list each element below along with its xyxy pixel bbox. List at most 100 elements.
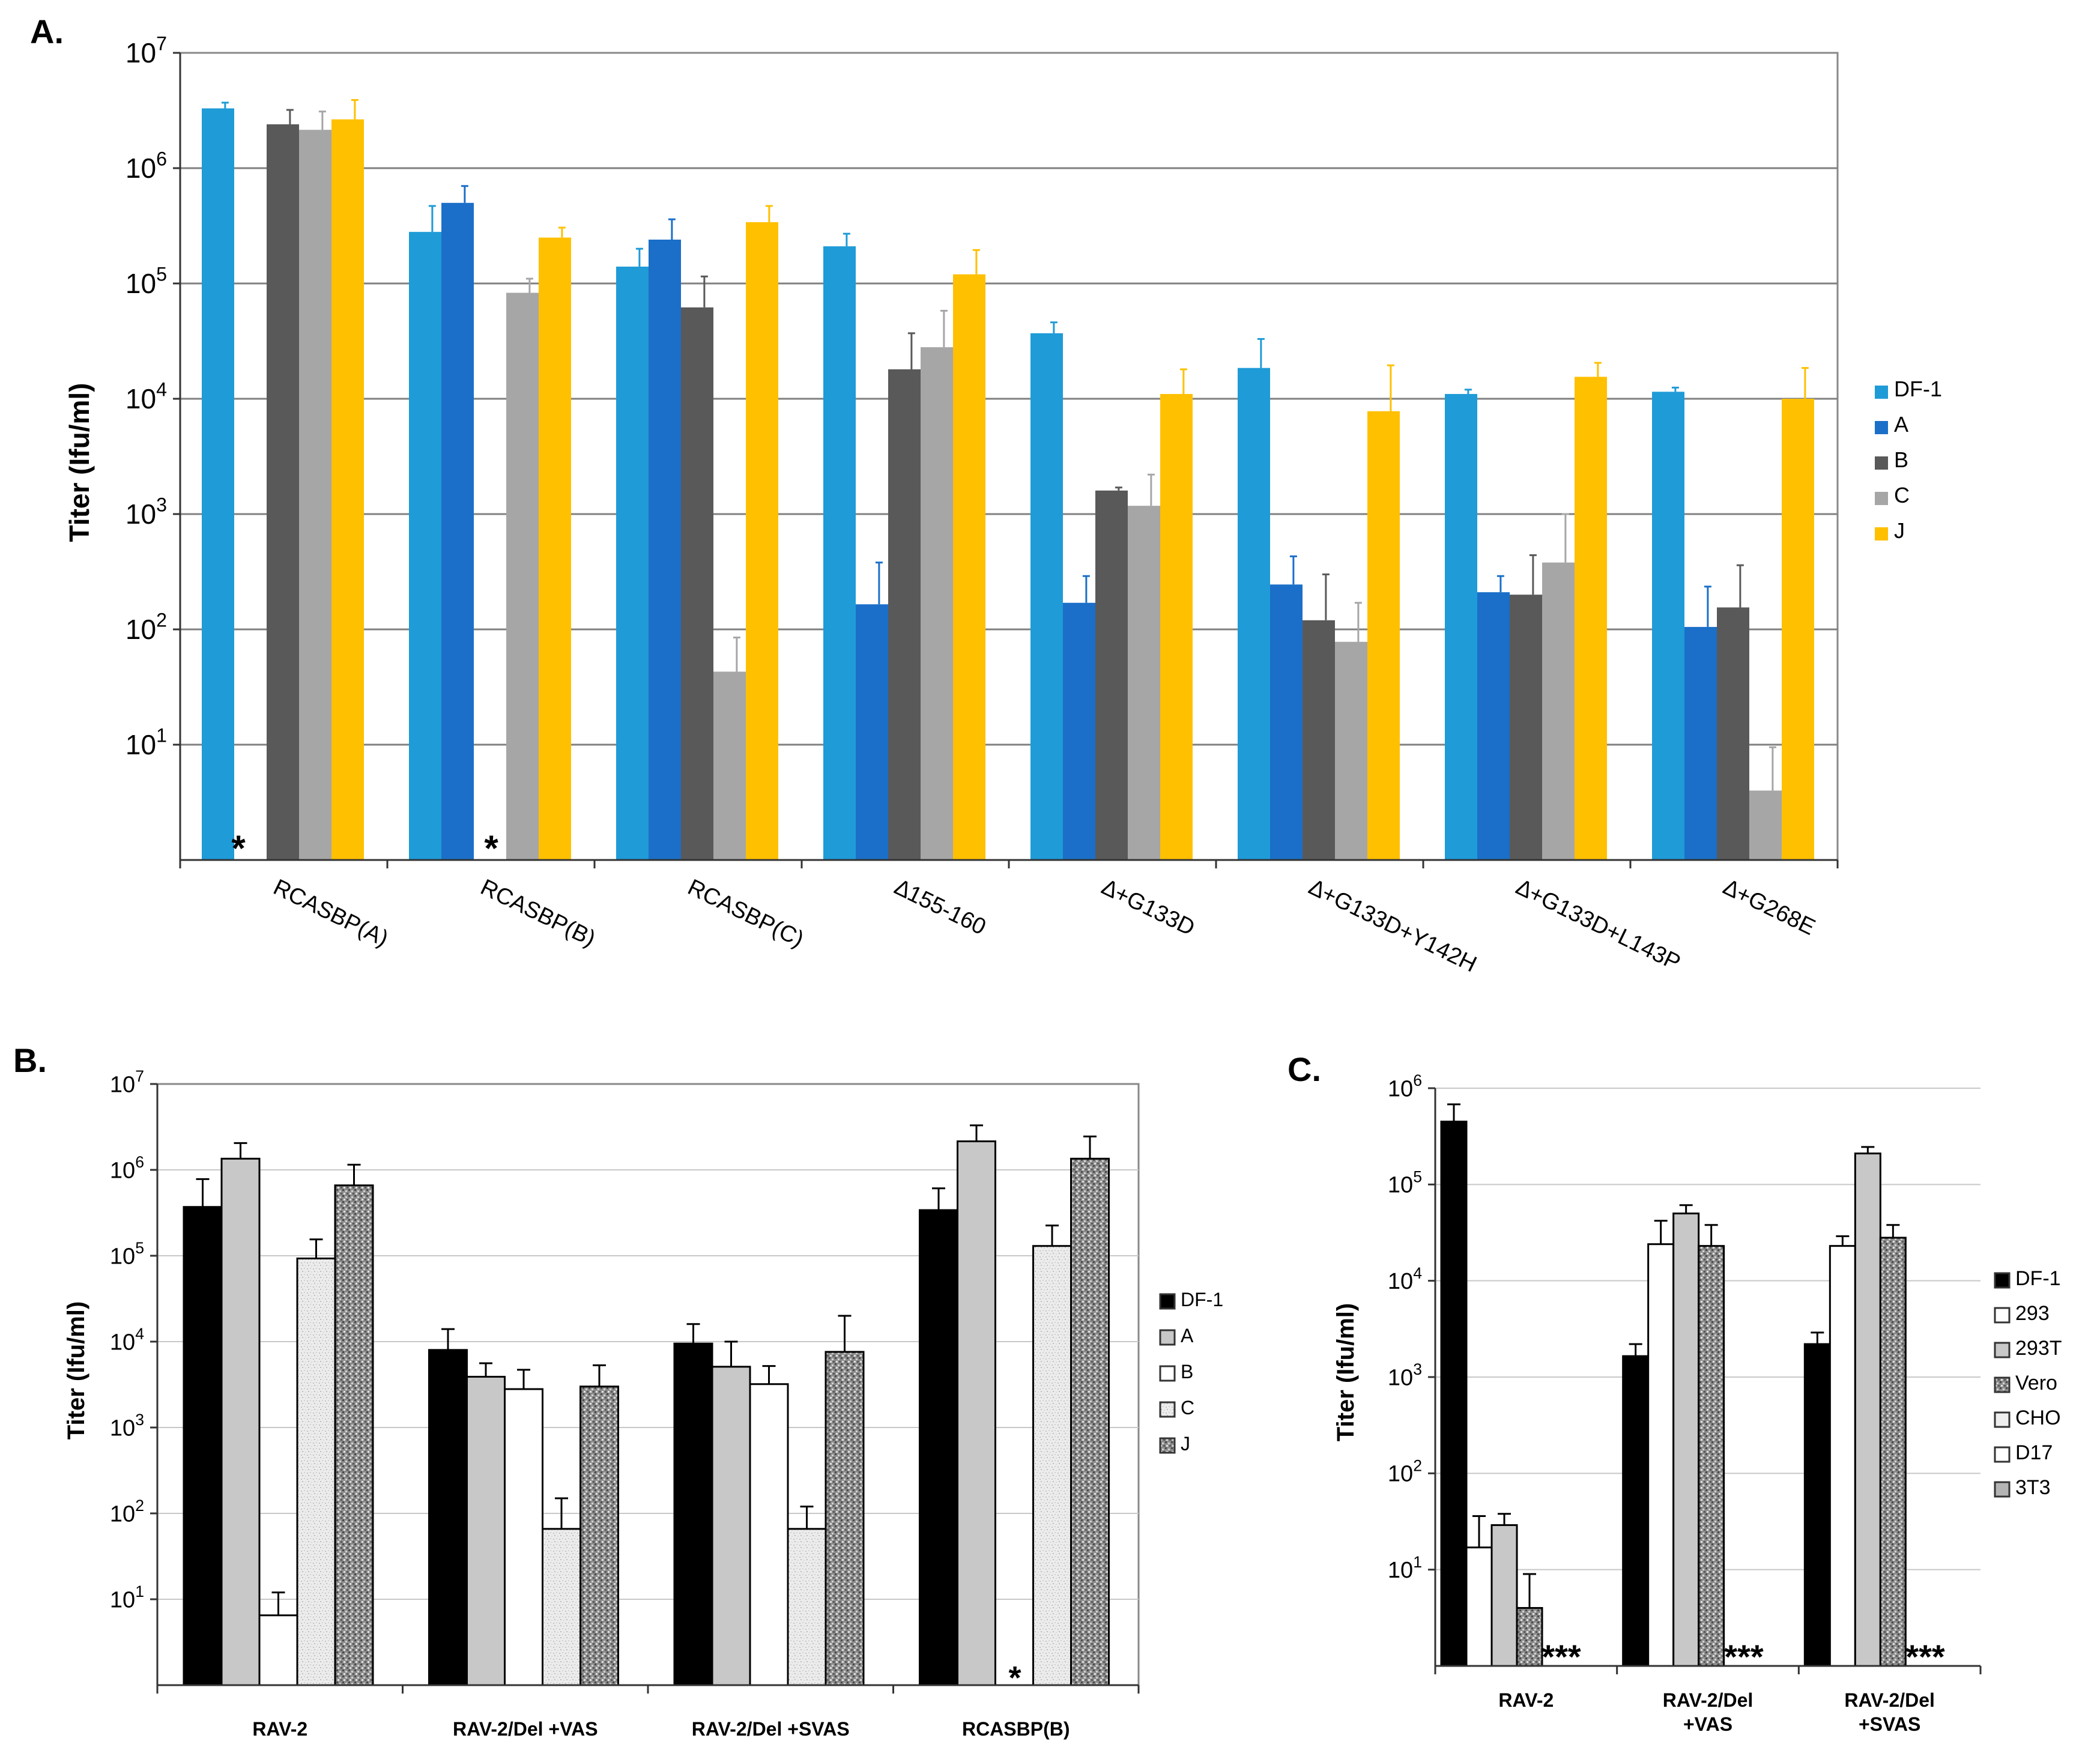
panel-b-asterisk: *	[1008, 1660, 1021, 1696]
panel-c-error-bars	[1447, 1103, 1900, 1608]
a-y-tick-label: 103	[126, 494, 167, 530]
a-y-tick-base: 10	[126, 614, 156, 645]
c-bar-293-1	[1647, 1243, 1675, 1667]
a-bar-c-4	[1128, 506, 1160, 860]
a-y-tick-base: 10	[126, 153, 156, 184]
a-y-tick-base: 10	[126, 383, 156, 414]
b-legend-label-a: A	[1181, 1325, 1194, 1346]
b-bar-j-0	[334, 1184, 374, 1686]
a-y-tick-base: 10	[126, 268, 156, 299]
b-y-tick-base: 10	[110, 1330, 135, 1355]
b-y-tick-exponent: 2	[135, 1497, 144, 1515]
b-legend-label-j: J	[1181, 1433, 1190, 1455]
a-bar-a-4	[1063, 602, 1095, 860]
a-bar-j-7	[1782, 399, 1814, 860]
b-y-tick-label: 101	[110, 1582, 144, 1612]
b-bar-df-1-1	[428, 1349, 468, 1686]
c-bar-df-1-0	[1440, 1121, 1468, 1667]
b-legend-label-df-1: DF-1	[1181, 1289, 1223, 1310]
a-y-tick-exponent: 7	[156, 32, 167, 54]
b-bar-c-1	[542, 1528, 581, 1686]
b-bar-df-1-3	[919, 1209, 958, 1686]
a-legend-label-c: C	[1894, 483, 1910, 507]
a-y-tick-exponent: 3	[156, 494, 167, 515]
b-y-tick-exponent: 7	[135, 1067, 144, 1085]
c-y-tick-base: 10	[1388, 1558, 1413, 1583]
a-category-5: ∆+G133D+Y142H	[1306, 874, 1481, 977]
a-bar-c-1	[506, 292, 539, 861]
panel-b-label: B.	[13, 1041, 47, 1079]
b-y-tick-exponent: 1	[135, 1582, 144, 1600]
b-y-tick-label: 102	[110, 1497, 144, 1527]
c-bar-293t-0	[1490, 1524, 1518, 1667]
panel-c-asterisks-3: ***	[1905, 1638, 1945, 1676]
c-y-tick-base: 10	[1388, 1269, 1413, 1294]
a-bar-df-1-4	[1030, 333, 1063, 860]
c-y-tick-exponent: 4	[1413, 1264, 1422, 1282]
a-bar-a-6	[1477, 592, 1510, 860]
a-bar-c-5	[1335, 641, 1367, 860]
c-bar-vero-2	[1879, 1237, 1907, 1667]
c-legend-swatch-3t3	[1994, 1481, 2011, 1498]
b-bar-df-1-2	[673, 1342, 713, 1686]
b-legend-swatch-a	[1159, 1329, 1176, 1346]
a-y-tick-label: 107	[126, 32, 167, 68]
a-y-tick-exponent: 1	[156, 724, 167, 746]
c-category-2: RAV-2/Del +SVAS	[1844, 1689, 1935, 1735]
c-legend-label-df-1: DF-1	[2015, 1267, 2061, 1290]
a-y-tick-exponent: 5	[156, 263, 167, 285]
a-bar-j-5	[1367, 411, 1400, 860]
c-legend-label-vero: Vero	[2015, 1372, 2057, 1394]
a-y-tick-label: 105	[126, 263, 167, 299]
a-bar-c-0	[299, 130, 331, 860]
b-bar-a-2	[711, 1366, 751, 1686]
b-y-tick-label: 103	[110, 1411, 144, 1441]
b-legend-swatch-c	[1159, 1401, 1176, 1418]
b-category-1: RAV-2/Del +VAS	[453, 1718, 598, 1740]
c-bar-293-2	[1829, 1245, 1856, 1667]
c-legend-swatch-293	[1994, 1307, 2011, 1324]
c-legend-label-d17: D17	[2015, 1441, 2053, 1464]
a-bar-b-0	[267, 124, 299, 861]
c-bar-293-0	[1465, 1546, 1493, 1667]
a-y-tick-base: 10	[126, 498, 156, 530]
b-y-tick-exponent: 3	[135, 1411, 144, 1429]
c-y-tick-exponent: 2	[1413, 1457, 1422, 1475]
a-y-tick-exponent: 6	[156, 148, 167, 169]
b-y-tick-exponent: 4	[135, 1325, 144, 1343]
c-legend-swatch-293t	[1994, 1342, 2011, 1358]
b-bar-j-1	[579, 1385, 619, 1686]
a-bar-b-7	[1717, 607, 1749, 860]
b-y-tick-label: 107	[110, 1067, 144, 1097]
a-y-tick-base: 10	[126, 37, 156, 68]
a-bar-a-3	[856, 604, 888, 860]
c-y-tick-base: 10	[1388, 1365, 1413, 1390]
b-bar-j-3	[1070, 1157, 1110, 1686]
panel-b-category-labels: RAV-2 RAV-2/Del +VAS RAV-2/Del +SVAS RCASBP…	[252, 1718, 1070, 1740]
a-legend-label-j: J	[1894, 518, 1905, 543]
panel-a-label: A.	[30, 13, 64, 50]
b-bar-a-3	[957, 1140, 996, 1686]
a-legend-swatch-j	[1875, 527, 1888, 540]
b-legend-swatch-j	[1159, 1437, 1176, 1454]
b-legend-label-c: C	[1181, 1397, 1194, 1418]
a-bar-j-6	[1575, 377, 1607, 860]
a-bar-c-3	[921, 347, 953, 860]
c-legend-swatch-df-1	[1994, 1272, 2011, 1289]
c-legend-label-293t: 293T	[2015, 1337, 2062, 1360]
a-legend-swatch-a	[1875, 421, 1888, 434]
b-bar-a-0	[220, 1157, 261, 1686]
a-category-1: RCASBP(B)	[477, 874, 599, 951]
panel-a-error-bars	[221, 99, 1809, 791]
a-bar-c-2	[713, 671, 746, 860]
a-bar-df-1-0	[202, 108, 234, 861]
c-bar-df-1-1	[1622, 1355, 1650, 1667]
a-bar-df-1-3	[823, 246, 856, 860]
